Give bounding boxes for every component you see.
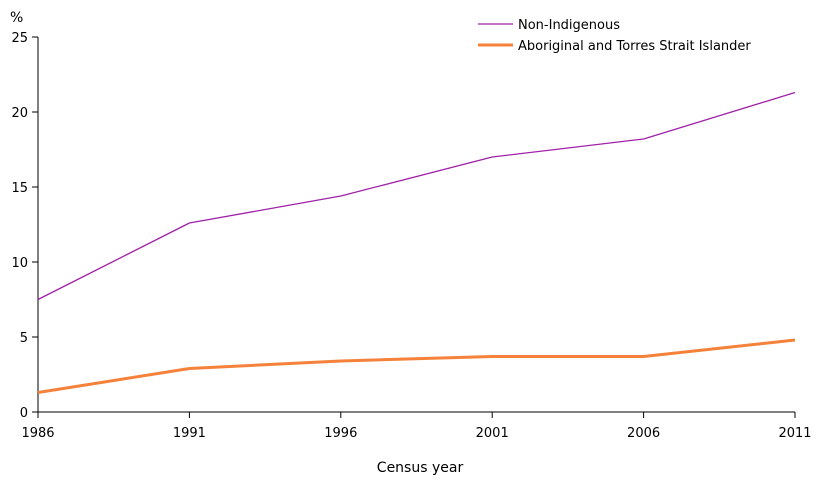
x-tick-label: 1996 (324, 426, 357, 441)
axes: 0 5 10 15 20 25 1986 1991 1996 2001 2006 2011 (11, 31, 811, 441)
x-tick-label: 1986 (21, 426, 54, 441)
y-tick-label: 5 (20, 331, 28, 346)
y-tick-label: 25 (11, 31, 28, 46)
y-tick-label: 20 (11, 106, 28, 121)
x-tick-label: 2006 (627, 426, 660, 441)
legend-label: Aboriginal and Torres Strait Islander (518, 39, 751, 54)
legend-label: Non-Indigenous (518, 18, 620, 33)
x-tick-label: 2001 (476, 426, 509, 441)
series-line-1 (37, 91, 796, 301)
y-tick-label: 10 (11, 256, 28, 271)
y-tick-label: 15 (11, 181, 28, 196)
x-tick-label: 2011 (778, 426, 811, 441)
y-axis-label: % (10, 10, 23, 26)
legend: Non-Indigenous Aboriginal and Torres Stra… (478, 18, 751, 54)
x-tick-label: 1991 (173, 426, 206, 441)
x-axis-label: Census year (377, 460, 464, 476)
y-tick-label: 0 (20, 406, 28, 421)
series-line-2 (37, 338, 796, 394)
series-layer (37, 91, 796, 394)
